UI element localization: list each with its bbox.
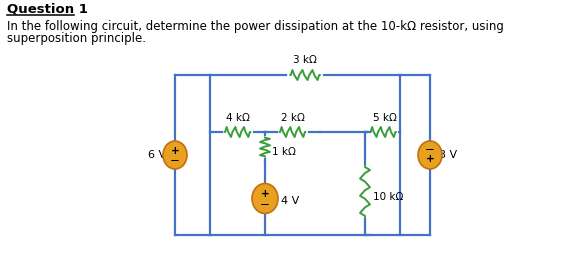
Text: 5 kΩ: 5 kΩ — [373, 113, 397, 123]
Text: In the following circuit, determine the power dissipation at the 10-kΩ resistor,: In the following circuit, determine the … — [7, 20, 504, 33]
Text: +: + — [261, 189, 269, 199]
Text: 10 kΩ: 10 kΩ — [373, 191, 404, 201]
Text: 4 kΩ: 4 kΩ — [226, 113, 249, 123]
Text: 1 kΩ: 1 kΩ — [272, 147, 296, 157]
Text: 3 kΩ: 3 kΩ — [293, 55, 317, 65]
Ellipse shape — [252, 183, 278, 214]
Ellipse shape — [418, 141, 442, 169]
Ellipse shape — [163, 141, 187, 169]
Text: 2 kΩ: 2 kΩ — [281, 113, 304, 123]
Text: +: + — [426, 154, 435, 164]
Text: −: − — [170, 154, 180, 167]
Text: −: − — [425, 143, 435, 156]
Text: 4 V: 4 V — [281, 196, 300, 206]
Text: −: − — [260, 198, 270, 211]
Text: +: + — [171, 146, 180, 156]
Text: superposition principle.: superposition principle. — [7, 32, 146, 45]
Text: Question 1: Question 1 — [7, 2, 88, 15]
Text: 3 V: 3 V — [439, 150, 457, 160]
Text: 6 V: 6 V — [148, 150, 166, 160]
